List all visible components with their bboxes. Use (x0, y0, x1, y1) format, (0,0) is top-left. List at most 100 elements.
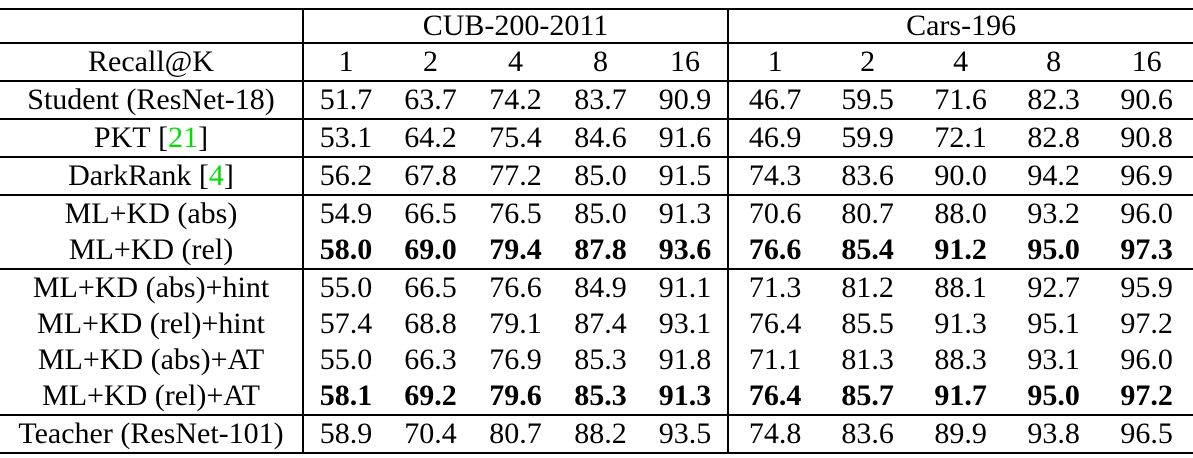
value-cell: 53.1 (302, 119, 388, 158)
value-cell: 77.2 (473, 157, 558, 196)
value-cell: 95.0 (1007, 232, 1101, 270)
table-row: Teacher (ResNet-101) 58.9 70.4 80.7 88.2 93.5… (0, 415, 1193, 453)
value-cell: 71.1 (727, 342, 822, 378)
corner-cell (0, 9, 303, 44)
value-cell: 90.9 (643, 81, 729, 120)
value-cell: 63.7 (388, 81, 473, 120)
value-cell: 88.0 (934, 197, 987, 231)
value-cell: 59.5 (821, 81, 915, 120)
method-cell: ML+KD (abs)+AT (37, 343, 265, 377)
k-header: 16 (1100, 43, 1193, 82)
k-header: 1 (727, 43, 822, 82)
value-cell: 93.1 (658, 307, 712, 341)
value-cell: 80.7 (489, 417, 542, 451)
value-cell: 85.3 (558, 378, 643, 416)
value-cell: 90.8 (1100, 119, 1193, 158)
value-cell: 76.4 (727, 378, 822, 416)
method-cell: ML+KD (rel)+AT (0, 378, 303, 416)
value-cell: 93.8 (1027, 417, 1080, 451)
value-cell: 95.9 (1120, 271, 1173, 305)
value-cell: 80.7 (841, 197, 894, 231)
method-cell: Teacher (ResNet-101) (18, 417, 284, 451)
table-row: ML+KD (rel)+hint 57.4 68.8 79.1 87.4 93.1 76.4… (0, 306, 1193, 342)
k-header: 1 (302, 43, 388, 82)
value-cell: 87.4 (574, 307, 627, 341)
value-cell: 88.1 (934, 271, 987, 305)
value-cell: 72.1 (914, 119, 1008, 158)
value-cell: 79.4 (473, 232, 558, 270)
table-row: ML+KD (rel) 58.0 69.0 79.4 87.8 93.6 76.6 85.4 9… (0, 232, 1193, 270)
value-cell: 91.3 (658, 197, 712, 231)
value-cell: 69.0 (388, 232, 473, 270)
method-cell: ML+KD (rel)+hint (37, 307, 265, 341)
value-cell: 88.2 (574, 417, 627, 451)
value-cell: 55.0 (302, 269, 388, 306)
citation-link[interactable]: 4 (208, 159, 224, 193)
k-header: 2 (388, 43, 473, 82)
k-header: 8 (558, 43, 643, 82)
value-cell: 59.9 (821, 119, 915, 158)
value-cell: 75.4 (473, 119, 558, 158)
value-cell: 93.2 (1027, 197, 1080, 231)
method-cell: ML+KD (abs) (64, 197, 238, 231)
value-cell: 97.3 (1100, 232, 1193, 270)
dataset-header-cars: Cars-196 (727, 9, 1193, 44)
value-cell: 79.1 (489, 307, 542, 341)
value-cell: 66.5 (404, 271, 457, 305)
value-cell: 81.3 (841, 343, 894, 377)
value-cell: 91.2 (914, 232, 1008, 270)
value-cell: 82.8 (1007, 119, 1101, 158)
value-cell: 83.6 (841, 417, 894, 451)
value-cell: 92.7 (1027, 271, 1080, 305)
value-cell: 76.4 (727, 306, 822, 342)
value-cell: 58.0 (302, 232, 388, 270)
value-cell: 91.8 (658, 343, 712, 377)
value-cell: 74.3 (727, 157, 822, 196)
dataset-header-cub: CUB-200-2011 (301, 9, 729, 44)
table-row: PKT [21] 53.1 64.2 75.4 84.6 91.6 46.9 59.9 72.1… (0, 119, 1193, 158)
value-cell: 69.2 (388, 378, 473, 416)
value-cell: 83.6 (821, 157, 915, 196)
value-cell: 96.0 (1120, 197, 1173, 231)
value-cell: 93.6 (643, 232, 729, 270)
value-cell: 90.6 (1100, 81, 1193, 120)
value-cell: 66.3 (404, 343, 457, 377)
value-cell: 76.6 (727, 232, 822, 270)
k-header: 16 (643, 43, 729, 82)
value-cell: 93.1 (1027, 343, 1080, 377)
k-header: 2 (821, 43, 915, 82)
value-cell: 85.7 (821, 378, 915, 416)
value-cell: 83.7 (558, 81, 643, 120)
table-row: Student (ResNet-18) 51.7 63.7 74.2 83.7 90.9 4… (0, 81, 1193, 120)
value-cell: 56.2 (302, 157, 388, 196)
table-row: DarkRank [4] 56.2 67.8 77.2 85.0 91.5 74.3 83.6… (0, 157, 1193, 196)
recall-at-k-label: Recall@K (0, 43, 303, 82)
value-cell: 55.0 (302, 342, 388, 378)
table-row: ML+KD (rel)+AT 58.1 69.2 79.6 85.3 91.3 76.4 85… (0, 378, 1193, 416)
value-cell: 84.9 (574, 271, 627, 305)
method-cell: ML+KD (abs)+hint (32, 271, 270, 305)
table-row: ML+KD (abs)+AT 55.0 66.3 76.9 85.3 91.8 71.1 81… (0, 342, 1193, 378)
table-row: ML+KD (abs)+hint 55.0 66.5 76.6 84.9 91.1 71.3… (0, 269, 1193, 306)
value-cell: 64.2 (388, 119, 473, 158)
value-cell: 91.3 (643, 378, 729, 416)
value-cell: 91.5 (643, 157, 729, 196)
value-cell: 87.8 (558, 232, 643, 270)
value-cell: 58.1 (302, 378, 388, 416)
value-cell: 68.8 (404, 307, 457, 341)
citation-link[interactable]: 21 (168, 121, 199, 155)
value-cell: 94.2 (1007, 157, 1101, 196)
value-cell: 51.7 (302, 81, 388, 120)
method-cell: PKT [21] (0, 119, 303, 158)
value-cell: 93.5 (658, 417, 712, 451)
value-cell: 74.8 (727, 415, 822, 453)
value-cell: 76.6 (489, 271, 542, 305)
value-cell: 96.9 (1100, 157, 1193, 196)
value-cell: 70.6 (727, 195, 822, 232)
value-cell: 91.6 (643, 119, 729, 158)
table-row: ML+KD (abs) 54.9 66.5 76.5 85.0 91.3 70.6 80.7 8… (0, 195, 1193, 232)
value-cell: 76.5 (489, 197, 542, 231)
value-cell: 85.4 (821, 232, 915, 270)
value-cell: 74.2 (473, 81, 558, 120)
value-cell: 85.3 (574, 343, 627, 377)
